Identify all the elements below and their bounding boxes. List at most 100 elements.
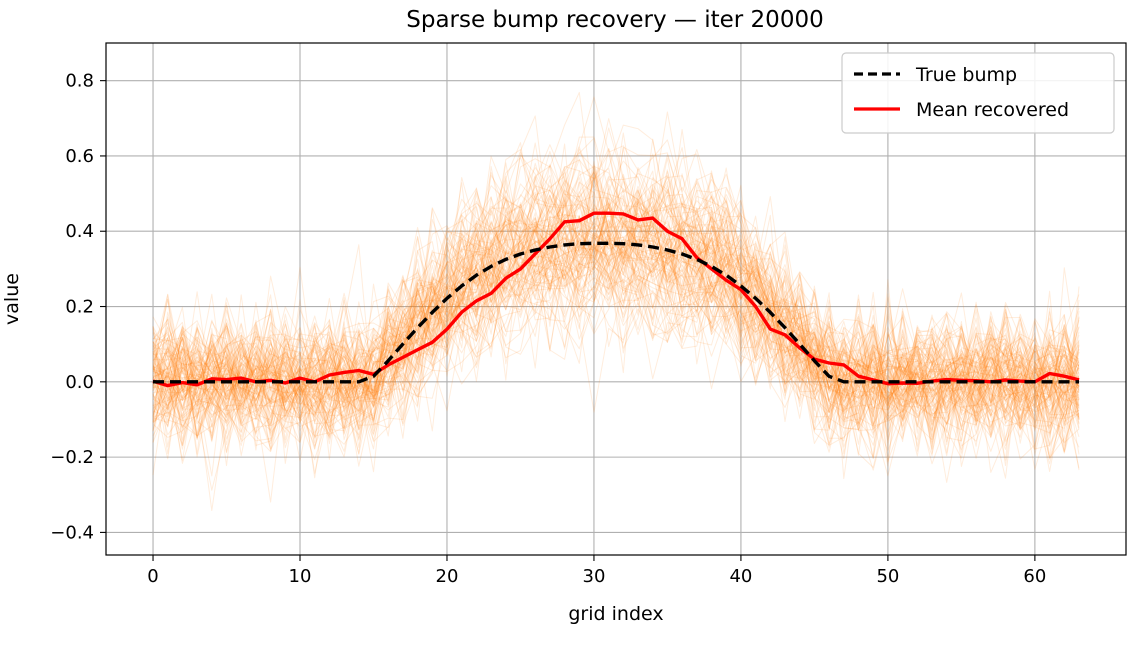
sample-line <box>152 216 1080 460</box>
sample-line <box>152 256 1080 460</box>
sample-line <box>152 118 1080 441</box>
y-axis-ticks: −0.4 −0.2 0.0 0.2 0.4 0.6 0.8 <box>50 71 106 543</box>
x-tick-label: 50 <box>876 566 899 587</box>
sample-line <box>152 191 1080 452</box>
sample-line <box>152 154 1080 474</box>
sample-line <box>152 246 1080 450</box>
x-axis-label: grid index <box>568 603 663 625</box>
sample-line <box>152 187 1080 419</box>
sample-line <box>152 240 1080 454</box>
sample-line <box>152 149 1080 455</box>
sample-line <box>152 199 1080 455</box>
sample-line <box>152 207 1080 429</box>
sample-line <box>152 225 1080 457</box>
sample-lines <box>152 91 1080 511</box>
sample-line <box>152 91 1080 451</box>
sample-line <box>152 176 1080 445</box>
legend-label-mean-recovered: Mean recovered <box>916 99 1069 121</box>
sample-line <box>152 256 1080 450</box>
sample-line <box>152 173 1080 447</box>
legend: True bump Mean recovered <box>841 52 1115 134</box>
sample-line <box>152 205 1080 477</box>
sample-line <box>152 136 1080 454</box>
sample-line <box>152 161 1080 448</box>
legend-label-true-bump: True bump <box>915 64 1017 86</box>
sample-line <box>152 197 1080 435</box>
sample-line <box>152 127 1080 440</box>
sample-line <box>152 129 1080 459</box>
y-axis-label: value <box>1 273 23 325</box>
sample-line <box>152 96 1080 455</box>
sample-line <box>152 204 1080 439</box>
sample-line <box>152 259 1080 447</box>
sample-line <box>152 204 1080 442</box>
sample-line <box>152 184 1080 473</box>
sample-line <box>152 214 1080 476</box>
sample-line <box>152 257 1080 455</box>
x-tick-label: 0 <box>147 566 158 587</box>
sample-line <box>152 180 1080 436</box>
y-tick-label: 0.4 <box>65 221 94 242</box>
sample-line <box>152 241 1080 422</box>
sample-line <box>152 237 1080 459</box>
sample-line <box>152 211 1080 437</box>
sample-line <box>152 190 1080 435</box>
sample-line <box>152 153 1080 458</box>
sample-line <box>152 167 1080 410</box>
sample-line <box>152 215 1080 434</box>
sample-line <box>152 173 1080 469</box>
sample-line <box>152 221 1080 456</box>
sample-line <box>152 198 1080 448</box>
sample-line <box>152 176 1080 503</box>
sample-line <box>152 165 1080 423</box>
sample-line <box>152 249 1080 463</box>
plot-frame <box>105 42 1127 556</box>
sample-line <box>152 177 1080 461</box>
y-tick-label: 0.6 <box>65 146 94 167</box>
y-tick-label: 0.0 <box>65 372 94 393</box>
sample-line <box>152 206 1080 455</box>
sample-line <box>152 203 1080 449</box>
sample-line <box>152 223 1080 465</box>
sample-line <box>152 115 1080 443</box>
sample-line <box>152 204 1080 447</box>
sample-line <box>152 205 1080 483</box>
sample-line <box>152 152 1080 430</box>
sample-line <box>152 171 1080 442</box>
sample-line <box>152 174 1080 449</box>
sample-line <box>152 230 1080 452</box>
sample-line <box>152 172 1080 453</box>
sample-line <box>152 204 1080 443</box>
sample-line <box>152 213 1080 449</box>
sample-line <box>152 181 1080 446</box>
sample-line <box>152 216 1080 432</box>
sample-line <box>152 188 1080 466</box>
sample-line <box>152 177 1080 430</box>
x-tick-label: 30 <box>583 566 606 587</box>
sample-line <box>152 236 1080 420</box>
y-tick-label: 0.2 <box>65 297 94 318</box>
sample-line <box>152 199 1080 434</box>
sample-line <box>152 200 1080 467</box>
sample-line <box>152 201 1080 459</box>
y-tick-label: −0.4 <box>50 522 94 543</box>
series-line-true-bump <box>153 241 1079 384</box>
chart-title: Sparse bump recovery — iter 20000 <box>406 7 823 33</box>
sample-line <box>152 147 1080 453</box>
sample-line <box>152 227 1080 457</box>
sample-line <box>152 194 1080 449</box>
sample-line <box>152 197 1080 437</box>
sample-line <box>152 143 1080 471</box>
legend-box <box>841 52 1115 134</box>
sample-line <box>152 221 1080 468</box>
y-tick-label: −0.2 <box>50 447 94 468</box>
x-tick-label: 40 <box>729 566 752 587</box>
y-tick-label: 0.8 <box>65 71 94 92</box>
sample-line <box>152 151 1080 459</box>
x-axis-ticks: 0 10 20 30 40 50 60 <box>147 555 1046 587</box>
sample-line <box>152 174 1080 438</box>
sample-line <box>152 184 1080 447</box>
sample-line <box>152 164 1080 436</box>
sample-line <box>152 214 1080 459</box>
sample-line <box>152 209 1080 477</box>
